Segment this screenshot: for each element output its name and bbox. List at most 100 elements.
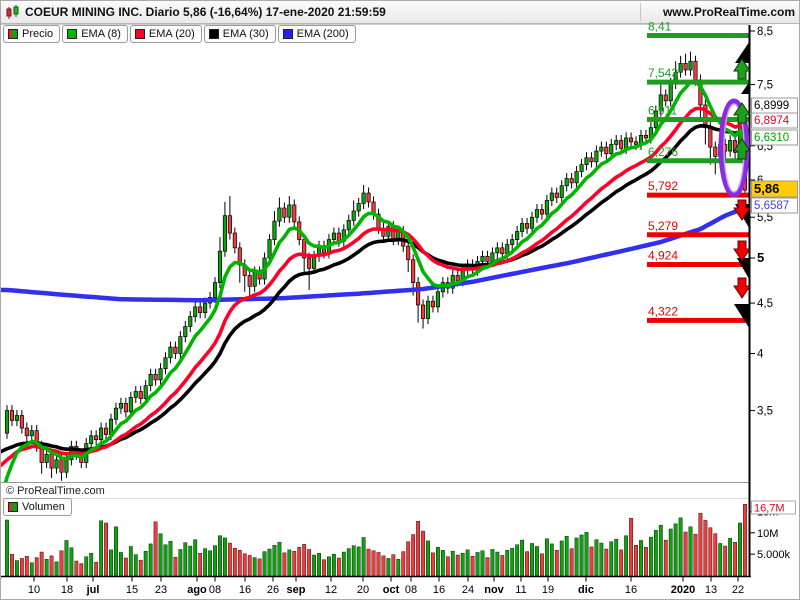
title-bar: COEUR MINING INC. Diario 5,86 (-16,64%) … bbox=[1, 1, 799, 24]
candle bbox=[520, 223, 525, 232]
chart-title: COEUR MINING INC. Diario 5,86 (-16,64%) … bbox=[25, 5, 386, 19]
ema30-line[interactable] bbox=[1, 124, 747, 454]
candle bbox=[430, 300, 436, 308]
legend-pill-precio[interactable]: Precio bbox=[3, 25, 61, 43]
volume-bar bbox=[440, 550, 445, 576]
candle bbox=[277, 207, 282, 222]
axis-triangle-annotation[interactable] bbox=[741, 83, 749, 94]
volume-bar bbox=[431, 552, 435, 576]
legend-pill-ema-8-[interactable]: EMA (8) bbox=[62, 25, 128, 43]
candle bbox=[143, 385, 148, 399]
legend-label: EMA (20) bbox=[148, 28, 195, 40]
volume-bar bbox=[619, 549, 624, 576]
candle bbox=[529, 216, 535, 229]
ema200-line[interactable] bbox=[1, 205, 748, 303]
volume-bar bbox=[39, 551, 44, 576]
volume-bar bbox=[396, 559, 401, 576]
candle bbox=[411, 259, 416, 284]
time-axis-label: 20 bbox=[357, 584, 369, 596]
axis-triangle-annotation[interactable] bbox=[737, 258, 749, 278]
price-tag-label-ema200: 5,6587 bbox=[754, 200, 789, 212]
candle bbox=[158, 368, 163, 381]
candle bbox=[59, 459, 64, 473]
up-arrow-annotation[interactable] bbox=[733, 58, 751, 80]
volume-bar bbox=[490, 549, 495, 576]
candle bbox=[227, 215, 232, 234]
volume-bar bbox=[19, 558, 24, 576]
candle bbox=[505, 244, 510, 255]
volume-bar bbox=[322, 559, 326, 576]
volume-bar bbox=[252, 557, 257, 576]
volume-bar bbox=[247, 555, 252, 576]
candle bbox=[688, 60, 693, 71]
price-axis-label: 3,5 bbox=[757, 406, 773, 418]
candle bbox=[153, 373, 158, 381]
candle bbox=[549, 192, 554, 201]
volume-bar bbox=[376, 552, 381, 576]
volume-bar bbox=[34, 557, 39, 576]
ema20-line[interactable] bbox=[1, 106, 747, 468]
axis-triangle-annotation[interactable] bbox=[735, 43, 749, 63]
volume-series bbox=[5, 503, 747, 576]
volume-bar bbox=[535, 546, 539, 576]
time-axis-label: 19 bbox=[542, 584, 554, 596]
candle bbox=[594, 150, 599, 163]
candle bbox=[188, 316, 193, 327]
volume-bar bbox=[109, 549, 113, 576]
volume-bar bbox=[227, 542, 232, 576]
volume-bar bbox=[163, 544, 168, 576]
volume-bar bbox=[743, 503, 747, 576]
legend-pill-ema-20-[interactable]: EMA (20) bbox=[129, 25, 202, 43]
volume-bar bbox=[138, 559, 143, 576]
volume-bar bbox=[445, 556, 450, 576]
volume-bar bbox=[237, 550, 242, 576]
up-arrow-annotation[interactable] bbox=[733, 102, 751, 124]
volume-bar bbox=[564, 536, 569, 576]
price-axis-label: 7,5 bbox=[757, 80, 773, 92]
volume-bar bbox=[663, 539, 668, 576]
down-arrow-annotation[interactable] bbox=[733, 240, 751, 262]
indicator-legend: Precio EMA (8) EMA (20) EMA (30) EMA (200) bbox=[3, 25, 356, 43]
volume-bar bbox=[158, 533, 163, 576]
volume-bar bbox=[653, 530, 658, 576]
watermark: © ProRealTime.com bbox=[6, 485, 105, 497]
candle bbox=[624, 137, 629, 149]
legend-pill-ema-30-[interactable]: EMA (30) bbox=[203, 25, 276, 43]
volume-bar bbox=[554, 550, 559, 576]
volume-legend-pill[interactable]: Volumen bbox=[3, 498, 72, 516]
price-tag-ema8 bbox=[751, 129, 798, 146]
volume-bar bbox=[723, 545, 728, 576]
volume-bar bbox=[128, 546, 133, 576]
up-arrow-annotation[interactable] bbox=[733, 138, 751, 160]
volume-bar bbox=[386, 558, 391, 576]
price-tag-last bbox=[751, 180, 798, 198]
candle bbox=[183, 326, 188, 338]
support-label: 4,924 bbox=[648, 249, 678, 263]
candle bbox=[232, 232, 237, 249]
candle bbox=[346, 220, 351, 231]
volume-bar bbox=[495, 551, 500, 576]
candle bbox=[113, 407, 119, 420]
candle bbox=[589, 157, 594, 163]
axis-triangle-annotation[interactable] bbox=[734, 304, 749, 327]
volume-bar bbox=[475, 552, 480, 576]
volume-bar bbox=[485, 557, 490, 576]
candle bbox=[312, 255, 317, 269]
candle bbox=[212, 282, 218, 298]
candlestick-icon bbox=[6, 5, 19, 19]
volume-bar bbox=[218, 535, 222, 576]
time-axis-label: 22 bbox=[732, 584, 744, 596]
candle bbox=[247, 275, 252, 287]
volume-legend: Volumen bbox=[3, 498, 72, 516]
down-arrow-annotation[interactable] bbox=[733, 199, 751, 221]
ema200-swatch-icon bbox=[282, 29, 293, 39]
ema8-line[interactable] bbox=[1, 79, 747, 498]
prorealtime-link[interactable]: www.ProRealTime.com bbox=[662, 5, 795, 19]
price-tag-label-ema30: 6,8999 bbox=[754, 100, 789, 112]
volume-bar bbox=[579, 534, 584, 576]
volume-bar bbox=[173, 556, 178, 576]
legend-pill-ema-200-[interactable]: EMA (200) bbox=[277, 25, 356, 43]
time-axis-label: ago bbox=[187, 584, 207, 596]
volume-axis-label: 5.000k bbox=[757, 549, 791, 561]
down-arrow-annotation[interactable] bbox=[733, 277, 751, 299]
